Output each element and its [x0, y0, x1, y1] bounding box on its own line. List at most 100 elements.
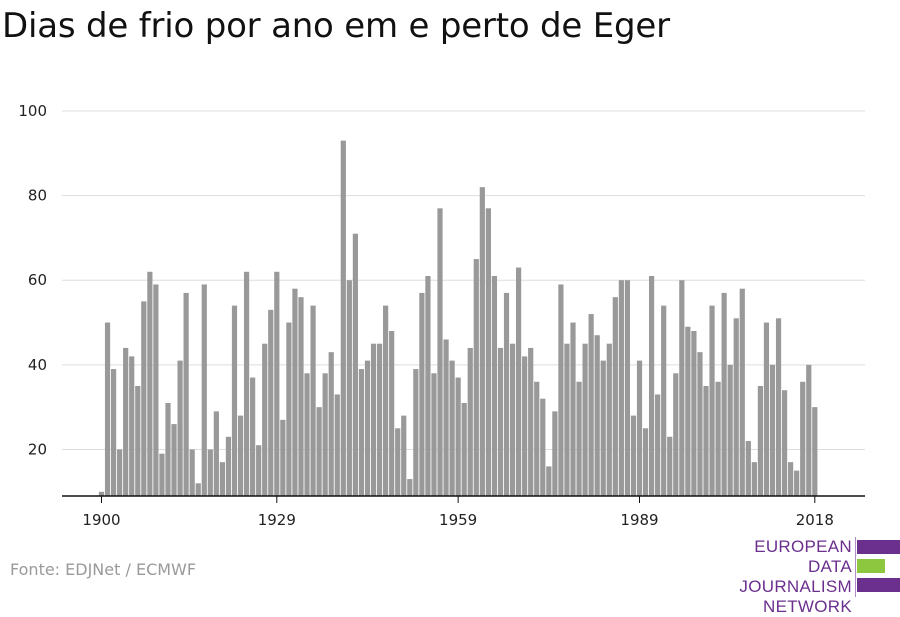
x-tick-label: 1989	[620, 511, 658, 529]
y-tick-label: 40	[28, 356, 47, 374]
x-axis-ticks: 1900 1929 1959 1989 2018	[82, 496, 834, 529]
bar-1910	[159, 453, 165, 496]
bar-1942	[352, 233, 358, 496]
bar-2002	[715, 381, 721, 496]
bar-1948	[389, 331, 395, 496]
bars	[98, 140, 818, 497]
bar-1924	[243, 271, 250, 496]
bar-2004	[727, 364, 733, 496]
bar-1905	[129, 356, 135, 496]
bar-1969	[516, 267, 522, 496]
bar-2001	[709, 305, 715, 496]
bar-1925	[250, 377, 256, 496]
bar-1978	[570, 322, 576, 496]
bar-1975	[552, 411, 558, 496]
logo-line-3: NETWORK	[763, 597, 852, 616]
bar-1936	[316, 407, 322, 496]
bar-2015	[794, 470, 800, 496]
y-tick-label: 20	[28, 440, 47, 458]
bar-1966	[497, 347, 504, 496]
bar-1991	[648, 276, 655, 496]
logo-bar-purple-bottom	[857, 578, 900, 592]
bar-1987	[624, 280, 631, 496]
bar-2000	[703, 386, 709, 496]
bar-1935	[310, 305, 316, 496]
bar-1914	[183, 292, 189, 496]
bar-1992	[655, 394, 661, 496]
bar-2011	[769, 364, 776, 496]
bar-1980	[582, 343, 588, 496]
bar-1973	[540, 398, 546, 496]
bar-1920	[219, 462, 225, 496]
bar-2010	[763, 322, 770, 496]
bar-2005	[733, 318, 739, 496]
bar-1984	[606, 343, 612, 496]
bar-1901	[104, 322, 111, 496]
bar-1904	[123, 347, 129, 496]
bar-1971	[528, 347, 534, 496]
y-axis-ticks: 20 40 60 80 100	[18, 102, 47, 458]
bar-1921	[225, 436, 232, 496]
bar-1917	[201, 284, 207, 496]
bar-1979	[576, 381, 582, 496]
bar-1916	[195, 483, 201, 496]
bar-2018	[812, 407, 818, 496]
bar-1907	[141, 301, 147, 496]
bar-1990	[642, 428, 649, 496]
bar-1940	[340, 140, 346, 496]
bar-1909	[153, 284, 159, 496]
logo-line-1: EUROPEAN	[754, 537, 852, 556]
y-tick-label: 60	[28, 271, 47, 289]
bar-1997	[685, 326, 691, 496]
bar-1902	[110, 369, 117, 496]
bar-1926	[256, 445, 262, 496]
x-tick-label: 1959	[439, 511, 477, 529]
bar-2014	[788, 462, 794, 496]
bar-1964	[485, 208, 491, 497]
bar-1949	[395, 428, 401, 496]
bar-1915	[189, 449, 195, 496]
logo-divider	[855, 537, 856, 597]
bar-1970	[522, 356, 528, 496]
bar-1911	[165, 402, 171, 496]
bar-1986	[618, 280, 624, 496]
bar-1983	[600, 360, 606, 496]
bar-1932	[292, 288, 298, 496]
bar-1993	[661, 305, 667, 496]
bar-1955	[431, 373, 437, 496]
bar-1961	[467, 347, 473, 496]
bar-1956	[437, 208, 443, 497]
bar-1989	[636, 360, 643, 496]
logo-line-2: DATA JOURNALISM	[739, 557, 852, 596]
source-note: Fonte: EDJNet / ECMWF	[10, 560, 197, 579]
bar-1934	[304, 373, 310, 496]
bar-1968	[509, 343, 516, 496]
bar-1959	[455, 377, 461, 496]
bar-1960	[461, 402, 467, 496]
bar-1985	[612, 297, 618, 496]
bar-1998	[691, 331, 697, 496]
bar-1919	[213, 411, 219, 496]
bar-1950	[401, 415, 407, 496]
bar-1903	[117, 449, 123, 496]
bar-2013	[781, 390, 788, 496]
bar-1946	[376, 343, 383, 496]
bar-1947	[383, 305, 389, 496]
bar-1906	[135, 386, 141, 496]
y-tick-label: 100	[18, 102, 47, 120]
bar-1927	[262, 343, 268, 496]
bar-1967	[503, 292, 510, 496]
bar-1994	[667, 436, 673, 496]
bar-1976	[558, 284, 564, 496]
bar-1996	[679, 280, 685, 496]
bar-1999	[697, 352, 703, 496]
bar-1923	[237, 415, 244, 496]
bar-2016	[800, 381, 806, 496]
bar-1943	[358, 369, 365, 496]
bar-2008	[751, 462, 757, 496]
bar-1944	[364, 360, 371, 496]
bar-1918	[207, 449, 213, 496]
bar-1953	[419, 292, 425, 496]
bar-1995	[673, 373, 679, 496]
bar-2012	[775, 318, 782, 496]
